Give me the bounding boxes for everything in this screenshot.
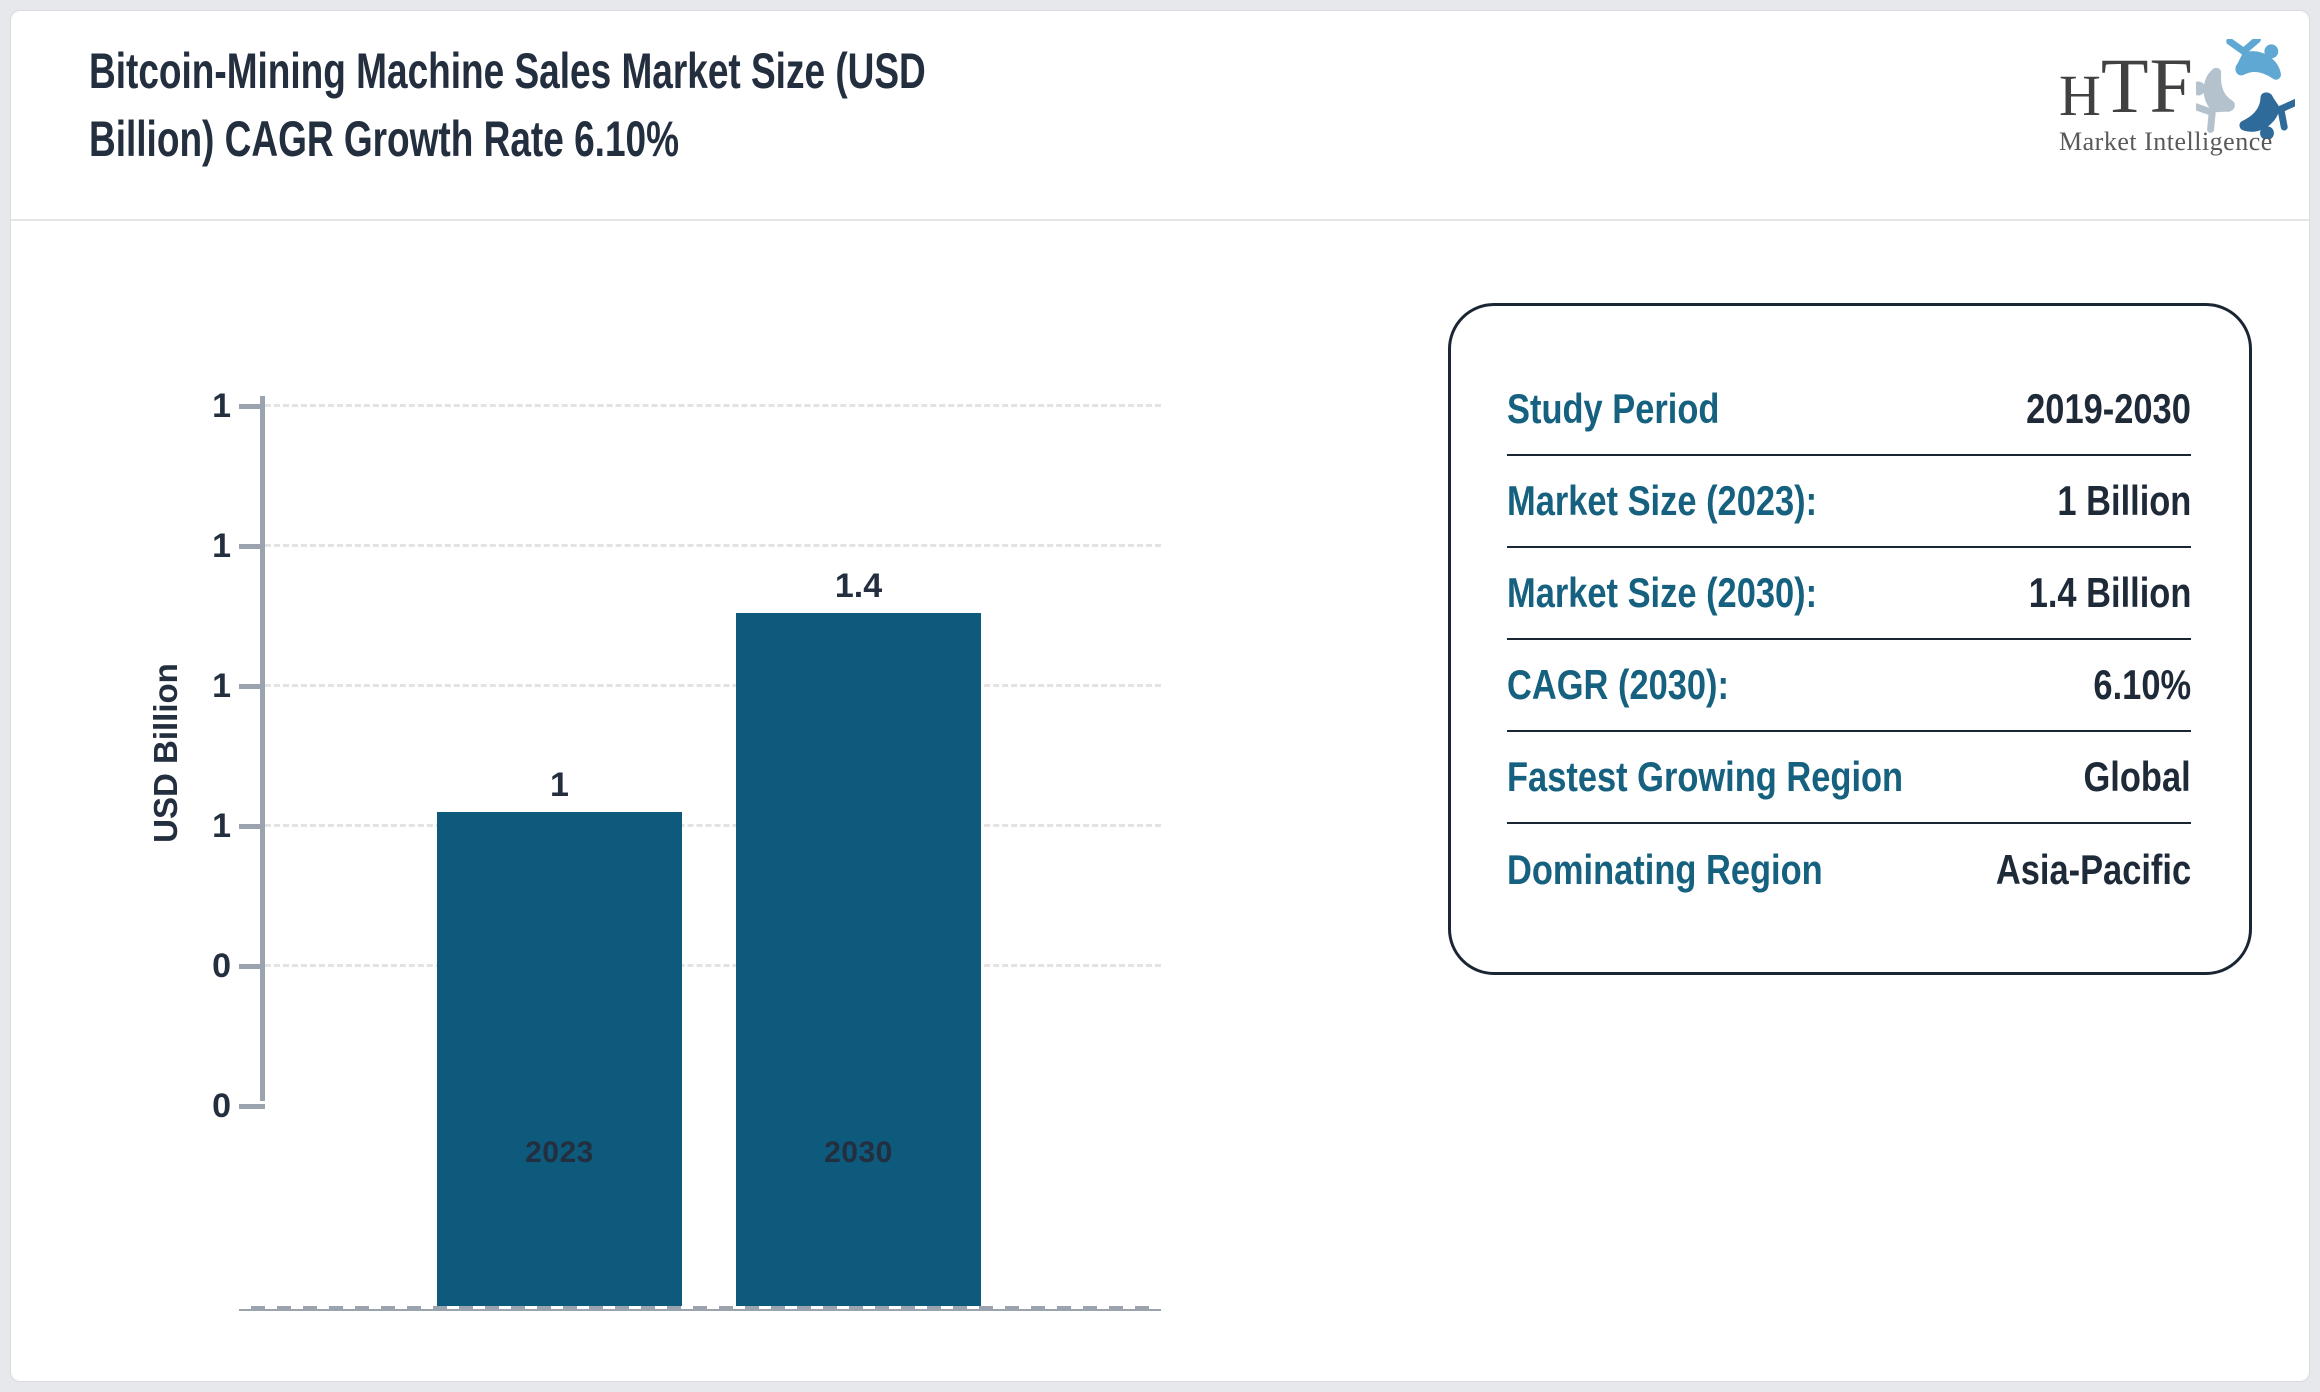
gridline — [265, 684, 1161, 687]
info-row-market-size-2023: Market Size (2023): 1 Billion — [1507, 456, 2191, 548]
info-label: Dominating Region — [1507, 846, 1823, 893]
report-card: Bitcoin-Mining Machine Sales Market Size… — [10, 10, 2310, 1382]
y-tick-label: 0 — [212, 1087, 231, 1125]
info-value: 6.10% — [2093, 661, 2191, 708]
y-tick-mark — [239, 684, 265, 689]
gridline — [265, 964, 1161, 967]
gridline — [265, 824, 1161, 827]
y-tick-label: 1 — [212, 527, 231, 565]
info-label: CAGR (2030): — [1507, 661, 1730, 708]
bar-2030: 1.4 — [736, 567, 981, 1311]
people-swirl-icon — [2195, 39, 2295, 139]
bar-value-label: 1 — [550, 766, 569, 804]
info-label: Fastest Growing Region — [1507, 753, 1904, 800]
htf-logo-subtitle: Market Intelligence — [2059, 127, 2273, 156]
info-value: 1.4 Billion — [2028, 569, 2191, 616]
y-tick-label: 1 — [212, 807, 231, 845]
htf-logo-text: H TF — [2059, 47, 2194, 125]
info-row-cagr: CAGR (2030): 6.10% — [1507, 640, 2191, 732]
htf-logo: H TF — [2059, 39, 2295, 157]
page-title-line2: Billion) CAGR Growth Rate 6.10% — [89, 111, 680, 167]
htf-logo-letter-h: H — [2059, 63, 2101, 128]
htf-logo-letters-tf: TF — [2100, 42, 2194, 129]
htf-logo-top: H TF — [2059, 39, 2295, 139]
info-row-fastest-growing-region: Fastest Growing Region Global — [1507, 732, 2191, 824]
info-row-study-period: Study Period 2019-2030 — [1507, 364, 2191, 456]
info-label: Study Period — [1507, 385, 1720, 432]
page-title: Bitcoin-Mining Machine Sales Market Size… — [89, 37, 926, 173]
bar-value-label: 1.4 — [834, 567, 883, 605]
info-value: 1 Billion — [2057, 477, 2191, 524]
info-row-market-size-2030: Market Size (2030): 1.4 Billion — [1507, 548, 2191, 640]
x-axis-line — [239, 1306, 1161, 1311]
bar-2023: 1 — [437, 766, 682, 1311]
info-value: Asia-Pacific — [1995, 846, 2191, 893]
info-label: Market Size (2023): — [1507, 477, 1818, 524]
y-tick-mark — [239, 964, 265, 969]
y-tick-mark — [239, 404, 265, 409]
y-tick-mark — [239, 1104, 265, 1109]
y-tick-mark — [239, 544, 265, 549]
header-divider — [11, 219, 2309, 221]
x-tick-label-2030: 2030 — [824, 1136, 893, 1169]
info-row-dominating-region: Dominating Region Asia-Pacific — [1507, 824, 2191, 916]
x-tick-label-2023: 2023 — [525, 1136, 594, 1169]
info-value: Global — [2083, 753, 2191, 800]
info-panel: Study Period 2019-2030 Market Size (2023… — [1448, 303, 2252, 975]
y-tick-mark — [239, 824, 265, 829]
info-label: Market Size (2030): — [1507, 569, 1818, 616]
bar-chart: USD Billion 1 1 1 1 0 0 1 1.4 — [11, 220, 1211, 1311]
gridline — [265, 544, 1161, 547]
y-tick-label: 1 — [212, 667, 231, 705]
info-value: 2019-2030 — [2026, 385, 2191, 432]
y-tick-label: 1 — [212, 387, 231, 425]
y-axis-line — [260, 396, 265, 1101]
page-title-line1: Bitcoin-Mining Machine Sales Market Size… — [89, 43, 926, 99]
gridline — [265, 404, 1161, 407]
y-tick-label: 0 — [212, 947, 231, 985]
